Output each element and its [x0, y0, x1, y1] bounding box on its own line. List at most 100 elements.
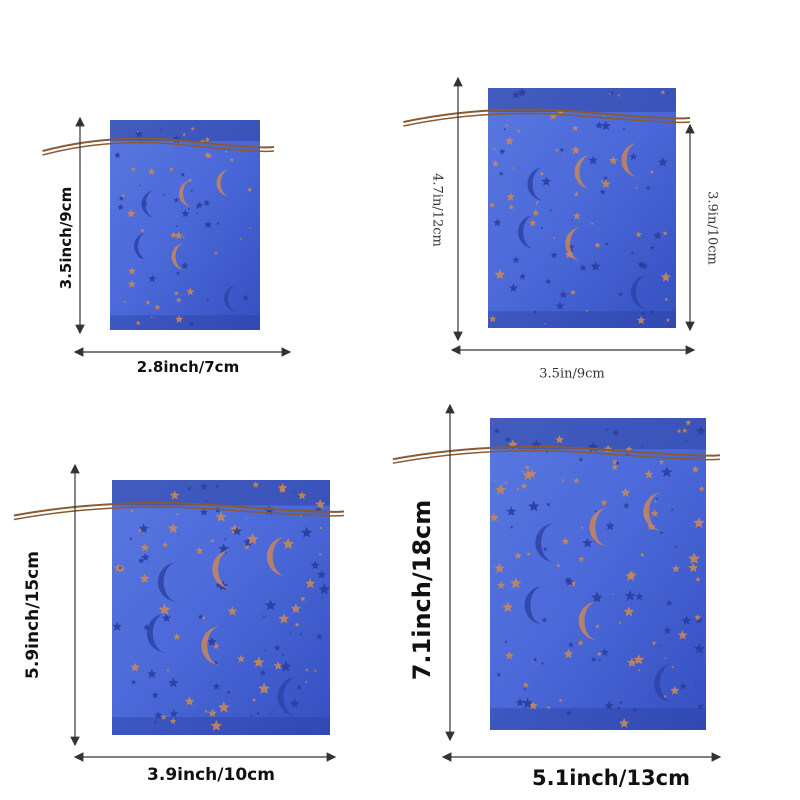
- star-icon: [305, 680, 308, 683]
- moon-icon: [157, 562, 178, 602]
- star-icon: [565, 710, 572, 716]
- star-icon: [130, 679, 137, 685]
- star-icon: [128, 267, 137, 275]
- star-icon: [140, 228, 145, 233]
- star-icon: [556, 563, 561, 568]
- star-icon: [579, 264, 587, 271]
- star-icon: [541, 176, 552, 186]
- star-icon: [544, 322, 546, 325]
- star-icon: [175, 297, 182, 303]
- star-icon: [226, 690, 231, 695]
- star-icon: [602, 113, 605, 117]
- star-icon: [173, 633, 181, 641]
- moon-icon: [535, 523, 555, 563]
- star-icon: [617, 291, 623, 297]
- star-icon: [521, 470, 525, 473]
- star-icon: [204, 499, 208, 502]
- star-icon: [493, 427, 501, 434]
- star-icon: [318, 552, 322, 556]
- star-icon: [677, 630, 688, 640]
- moon-icon: [654, 663, 674, 703]
- star-icon: [498, 171, 504, 176]
- star-icon: [294, 622, 300, 627]
- star-icon: [496, 672, 502, 677]
- star-icon: [658, 157, 668, 167]
- star-icon: [147, 669, 157, 679]
- star-icon: [629, 152, 638, 161]
- star-icon: [180, 172, 186, 177]
- star-icon: [204, 709, 208, 713]
- star-icon: [691, 465, 700, 473]
- star-icon: [570, 218, 573, 221]
- star-icon: [243, 537, 254, 547]
- star-icon: [605, 427, 609, 431]
- star-icon: [561, 478, 565, 482]
- star-icon: [162, 613, 171, 622]
- star-icon: [523, 687, 527, 691]
- star-icon: [604, 242, 609, 246]
- star-icon: [502, 601, 514, 612]
- star-icon: [608, 92, 611, 95]
- star-icon: [281, 653, 285, 657]
- bag-hem: [112, 480, 330, 506]
- star-icon: [540, 661, 545, 665]
- star-icon: [645, 185, 651, 191]
- star-icon: [572, 212, 581, 220]
- moon-icon: [171, 243, 185, 270]
- star-icon: [600, 120, 611, 131]
- star-icon: [533, 310, 538, 314]
- star-icon: [113, 563, 123, 572]
- star-icon: [577, 639, 584, 646]
- star-icon: [289, 631, 292, 634]
- star-icon: [612, 429, 620, 436]
- star-icon: [563, 648, 574, 659]
- star-icon: [497, 581, 506, 589]
- star-icon: [300, 595, 306, 602]
- star-icon: [212, 642, 220, 650]
- star-icon: [305, 668, 309, 672]
- star-icon: [187, 207, 191, 211]
- star-icon: [134, 129, 144, 138]
- star-icon: [204, 151, 211, 158]
- star-icon: [167, 523, 179, 534]
- star-icon: [531, 660, 534, 663]
- star-icon: [655, 497, 659, 501]
- bag-4: [392, 418, 721, 730]
- star-icon: [621, 165, 624, 168]
- star-icon: [661, 466, 673, 478]
- bag-body: [110, 120, 260, 330]
- star-icon: [517, 87, 527, 97]
- star-icon: [316, 569, 327, 579]
- drawstring: [13, 502, 345, 517]
- star-icon: [638, 261, 647, 269]
- star-icon: [659, 531, 664, 535]
- star-icon: [561, 537, 570, 545]
- star-icon: [262, 614, 266, 618]
- star-icon: [162, 193, 166, 196]
- star-icon: [528, 500, 540, 512]
- star-icon: [688, 562, 699, 573]
- star-icon: [505, 123, 509, 127]
- star-icon: [190, 189, 194, 192]
- star-icon: [650, 509, 659, 517]
- star-icon: [174, 231, 183, 240]
- moon-icon: [141, 190, 155, 218]
- star-icon: [196, 201, 204, 209]
- star-icon: [685, 440, 688, 443]
- star-icon: [169, 717, 177, 724]
- star-icon: [626, 657, 637, 667]
- star-icon: [129, 537, 133, 541]
- star-icon: [635, 592, 644, 601]
- drawstring: [403, 108, 691, 123]
- star-icon: [627, 570, 637, 579]
- star-icon: [504, 481, 508, 485]
- star-icon: [239, 237, 243, 240]
- star-icon: [546, 705, 551, 710]
- star-icon: [148, 274, 157, 283]
- star-icon: [674, 544, 678, 548]
- star-icon: [665, 318, 670, 322]
- star-icon: [299, 632, 303, 636]
- star-icon: [227, 606, 238, 616]
- star-icon: [623, 502, 630, 509]
